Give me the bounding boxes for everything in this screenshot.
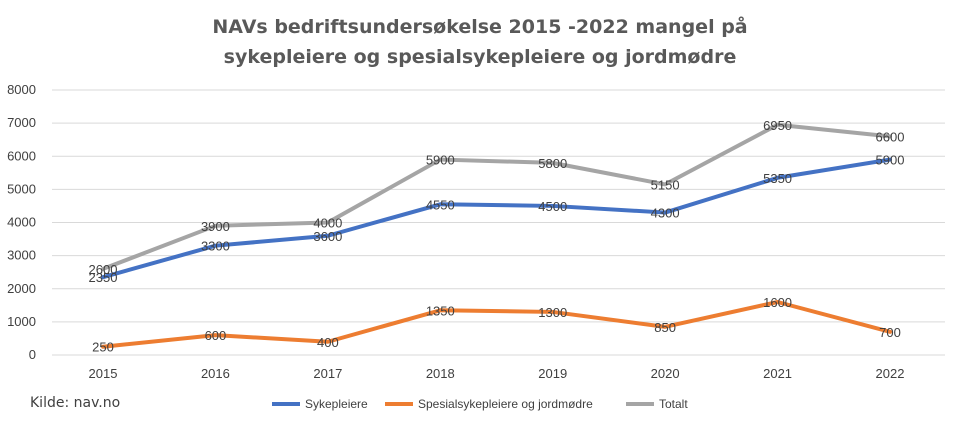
data-label: 1300 [538,305,567,320]
legend: Sykepleiere Spesialsykepleiere og jordmød… [272,397,688,411]
data-label: 4300 [651,206,680,221]
data-label: 400 [317,335,339,350]
data-label: 5900 [876,153,905,168]
series-line [101,122,892,271]
data-label: 700 [879,325,901,340]
data-label: 4500 [538,199,567,214]
chart-title-line: NAVs bedriftsundersøkelse 2015 -2022 man… [212,14,747,38]
y-tick-label: 7000 [7,115,36,130]
data-label: 1350 [426,303,455,318]
y-tick-label: 4000 [7,215,36,230]
y-tick-label: 1000 [7,314,36,329]
y-tick-label: 3000 [7,248,36,263]
x-axis-ticks: 2015 2016 2017 2018 2019 2020 2021 2022 [89,366,905,381]
data-label: 5150 [651,177,680,192]
data-labels: 2350 3300 3600 4550 4500 4300 5350 5900 250 600 40… [89,118,905,355]
data-label: 3600 [313,229,342,244]
data-label: 3300 [201,239,230,254]
data-label: 2350 [89,270,118,285]
y-tick-label: 2000 [7,281,36,296]
data-label: 6950 [763,118,792,133]
y-tick-label: 6000 [7,148,36,163]
x-tick-label: 2016 [201,366,230,381]
legend-label: Totalt [659,397,688,411]
y-tick-label: 0 [29,347,36,362]
legend-label: Spesialsykepleiere og jordmødre [418,397,593,411]
gridlines [52,89,945,356]
data-label: 5900 [426,153,455,168]
x-tick-label: 2021 [763,366,792,381]
x-tick-label: 2019 [538,366,567,381]
legend-label: Sykepleiere [305,397,368,411]
source-note: Kilde: nav.no [30,395,120,411]
y-tick-label: 5000 [7,181,36,196]
data-label: 4000 [313,216,342,231]
data-label: 6600 [876,129,905,144]
chart-title: NAVs bedriftsundersøkelse 2015 -2022 man… [212,14,747,68]
series-lines [101,122,892,349]
data-label: 850 [654,320,676,335]
y-axis-ticks: 0 1000 2000 3000 4000 5000 6000 7000 8000 [7,82,36,362]
x-tick-label: 2022 [876,366,905,381]
series-line [101,157,892,280]
x-tick-label: 2018 [426,366,455,381]
data-label: 250 [92,340,114,355]
data-label: 600 [205,328,227,343]
data-label: 5800 [538,156,567,171]
series-line [101,300,892,349]
y-tick-label: 8000 [7,82,36,97]
data-label: 5350 [763,171,792,186]
x-tick-label: 2015 [89,366,118,381]
chart-title-line: sykepleiere og spesialsykepleiere og jor… [224,46,737,68]
data-label: 4550 [426,197,455,212]
x-tick-label: 2017 [313,366,342,381]
data-label: 3900 [201,219,230,234]
data-label: 1600 [763,295,792,310]
x-tick-label: 2020 [651,366,680,381]
data-label: 2600 [89,262,118,277]
